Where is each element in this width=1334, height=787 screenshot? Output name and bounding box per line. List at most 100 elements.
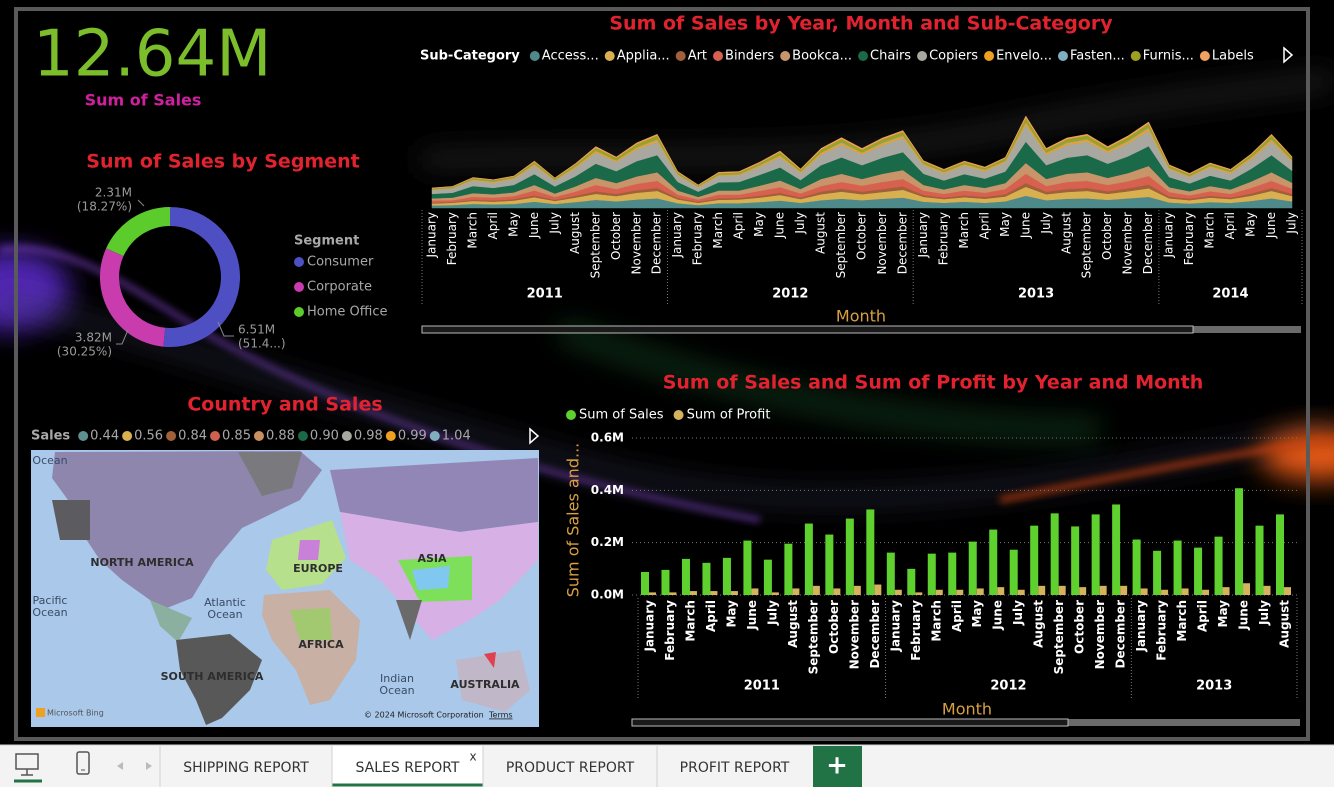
x-tick-label: June xyxy=(527,212,541,239)
x-tick-label: April xyxy=(977,212,991,239)
legend-label: Labels xyxy=(1212,49,1254,64)
ocean-label: Ocean xyxy=(207,608,242,621)
x-tick-label: April xyxy=(704,600,718,632)
x-group-label: 2013 xyxy=(1018,287,1054,302)
phone-view-button[interactable] xyxy=(76,751,90,775)
x-tick-label: July xyxy=(793,212,807,235)
tab-label[interactable]: SALES REPORT xyxy=(355,760,459,776)
legend-label: Furnis... xyxy=(1143,49,1194,64)
bar xyxy=(702,562,711,595)
donut-value-label: 6.51M xyxy=(238,323,275,337)
x-tick-label: March xyxy=(1175,600,1189,642)
donut-title: Sum of Sales by Segment xyxy=(86,151,359,173)
x-axis-title: Month xyxy=(942,700,992,719)
legend-next[interactable] xyxy=(1283,46,1294,64)
legend-label: Copiers xyxy=(929,49,978,64)
legend-label: Fasten... xyxy=(1070,49,1125,64)
leader-line xyxy=(217,321,234,337)
add-tab-button[interactable] xyxy=(813,746,862,787)
tab-label[interactable]: SHIPPING REPORT xyxy=(183,760,309,776)
central-america xyxy=(150,600,192,642)
x-group-label: 2012 xyxy=(772,287,808,302)
x-tick-label: September xyxy=(806,600,820,674)
kpi-value: 12.64M xyxy=(33,18,271,92)
legend-label: 0.56 xyxy=(134,429,163,444)
africa xyxy=(262,590,360,705)
bar xyxy=(669,592,677,595)
bar xyxy=(1284,587,1291,595)
x-tick-label: June xyxy=(773,212,787,239)
legend-swatch xyxy=(1057,51,1068,61)
bar xyxy=(833,588,841,595)
continent-label: SOUTH AMERICA xyxy=(161,670,264,683)
x-tick-label: March xyxy=(683,600,697,642)
legend-title: Sub-Category xyxy=(420,49,520,64)
x-tick-label: January xyxy=(916,212,930,259)
tab-close[interactable]: x xyxy=(469,750,476,764)
bar xyxy=(845,518,854,595)
scrollbar-thumb[interactable] xyxy=(421,325,1194,334)
legend-swatch xyxy=(341,431,352,441)
bar-title: Sum of Sales and Sum of Profit by Year a… xyxy=(663,372,1204,394)
map-copyright: © 2024 Microsoft Corporation xyxy=(364,711,484,720)
donut-value-label: 2.31M xyxy=(95,186,132,200)
bar xyxy=(866,509,875,595)
bar xyxy=(907,568,916,595)
scrollbar-thumb[interactable] xyxy=(631,718,1069,727)
x-tick-label: March xyxy=(1203,212,1217,249)
x-tick-label: February xyxy=(936,212,950,265)
x-tick-label: July xyxy=(1257,600,1271,626)
map-terms[interactable]: Terms xyxy=(488,711,513,720)
donut-slice xyxy=(163,207,241,348)
bar xyxy=(641,571,649,595)
x-tick-label: October xyxy=(609,212,623,260)
legend-label: Home Office xyxy=(307,305,387,320)
map xyxy=(31,450,539,727)
bar xyxy=(1173,540,1182,595)
x-tick-label: June xyxy=(991,600,1005,631)
bar xyxy=(649,592,656,595)
add-tab-label[interactable]: + xyxy=(826,751,848,781)
donut-slice xyxy=(106,207,170,257)
x-tick-label: August xyxy=(814,212,828,254)
x-tick-label: May xyxy=(1244,212,1258,237)
x-tick-label: July xyxy=(765,600,779,626)
bing-logo xyxy=(36,708,45,717)
legend-label: Sum of Sales xyxy=(579,408,664,423)
x-tick-label: January xyxy=(643,600,657,653)
ocean-label: Indian xyxy=(380,672,414,685)
legend-next[interactable] xyxy=(529,427,540,445)
y-tick-label: 0.6M xyxy=(591,431,624,445)
tab-label[interactable]: PROFIT REPORT xyxy=(680,760,790,776)
desktop-view-button[interactable] xyxy=(14,753,42,783)
x-tick-label: November xyxy=(1093,600,1107,669)
legend-swatch xyxy=(294,282,304,292)
bar xyxy=(1079,587,1087,595)
x-tick-label: April xyxy=(486,212,500,239)
x-group-label: 2013 xyxy=(1196,679,1232,694)
x-tick-label: October xyxy=(1073,600,1087,654)
legend-swatch xyxy=(210,431,221,441)
x-tick-label: January xyxy=(1162,212,1176,259)
x-tick-label: October xyxy=(827,600,841,654)
bar xyxy=(1099,585,1107,595)
y-tick-label: 0.4M xyxy=(591,483,624,497)
tab-scroll-right[interactable] xyxy=(146,762,152,770)
legend-swatch xyxy=(566,410,576,420)
tab-label[interactable]: PRODUCT REPORT xyxy=(506,760,635,776)
bar xyxy=(1263,585,1271,595)
bar xyxy=(968,541,977,595)
tab-scroll-left[interactable] xyxy=(117,762,123,770)
bar xyxy=(763,559,772,595)
x-group-label: 2012 xyxy=(990,679,1026,694)
legend-swatch xyxy=(1130,51,1141,61)
legend-swatch xyxy=(297,431,308,441)
ocean-label: Pacific xyxy=(33,594,68,607)
x-tick-label: July xyxy=(547,212,561,235)
donut-slice xyxy=(100,248,166,347)
bar xyxy=(1181,588,1189,595)
x-tick-label: December xyxy=(868,600,882,669)
bar xyxy=(1161,589,1169,595)
